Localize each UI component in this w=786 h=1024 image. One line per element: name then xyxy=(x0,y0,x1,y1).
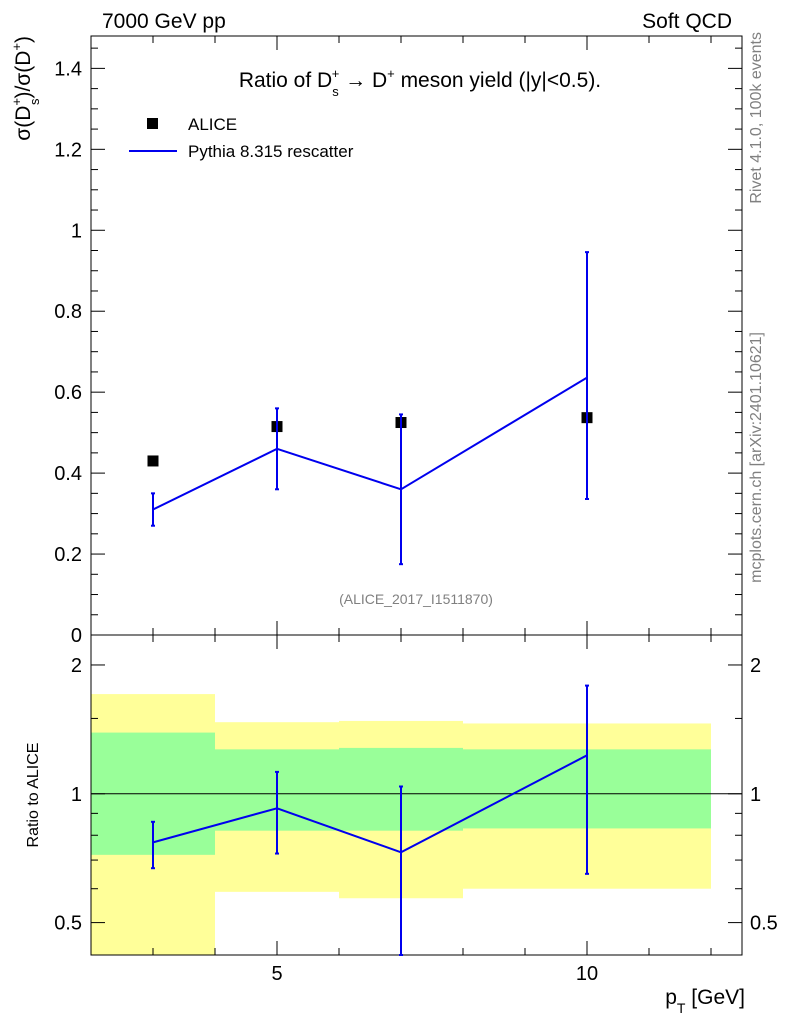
legend-label-alice: ALICE xyxy=(188,115,237,134)
y-tick-label: 1.2 xyxy=(54,139,82,161)
y-tick-label: 1 xyxy=(71,220,82,242)
y-axis-label: σ(D+ s)/σ(D+) xyxy=(9,36,42,141)
header-right: Soft QCD xyxy=(642,10,732,33)
y-tick-label: 0.2 xyxy=(54,544,82,566)
xlabel-a: p xyxy=(665,986,677,1009)
ratio-pythia-line xyxy=(152,754,588,854)
xlabel-b: [GeV] xyxy=(685,986,745,1009)
ylabel-sub: s xyxy=(27,98,42,105)
y-tick-label: 0 xyxy=(71,625,82,647)
ylabel-sup2: + xyxy=(9,43,24,51)
ratio-y-axis-label: Ratio to ALICE xyxy=(25,743,42,848)
y-tick-label: 1.4 xyxy=(54,58,82,80)
title-sub: s xyxy=(332,84,339,99)
ratio-y-tick-label: 0.5 xyxy=(54,913,82,935)
pythia-line xyxy=(152,376,588,511)
chart-title: Ratio of Ds + → D+ meson yield (|y|<0.5). xyxy=(239,66,601,99)
ylabel-sup: + xyxy=(9,98,24,106)
ratio-y-tick-label-right: 1 xyxy=(750,784,761,806)
title-sup: + xyxy=(332,66,340,81)
y-tick-label: 0.8 xyxy=(54,301,82,323)
ratio-y-tick-label-right: 0.5 xyxy=(750,913,778,935)
alice-data-point xyxy=(147,455,159,467)
header-left: 7000 GeV pp xyxy=(102,10,226,33)
xlabel-sub: T xyxy=(677,1000,686,1016)
title-post: meson yield (|y|<0.5). xyxy=(395,69,601,92)
ratio-y-tick-label: 1 xyxy=(71,784,82,806)
title-sup2: + xyxy=(387,66,395,81)
x-axis-label: pT [GeV] xyxy=(665,986,745,1016)
legend-label-pythia: Pythia 8.315 rescatter xyxy=(188,142,354,161)
rivet-label: Rivet 4.1.0, 100k events xyxy=(748,32,765,204)
analysis-watermark: (ALICE_2017_I1511870) xyxy=(339,591,493,607)
ratio-y-tick-label-right: 2 xyxy=(750,655,761,677)
title-mid: → D xyxy=(339,69,387,92)
x-tick-label: 5 xyxy=(271,963,282,985)
ratio-plot-frame xyxy=(90,634,743,956)
mcplots-label: mcplots.cern.ch [arXiv:2401.10621] xyxy=(748,332,765,583)
y-tick-label: 0.6 xyxy=(54,382,82,404)
main-plot-area: 0 0.2 0.4 0.6 0.8 1 1.2 1.4 xyxy=(54,36,742,647)
legend-marker-alice xyxy=(147,118,158,129)
ratio-plot-area: 5 10 0.5 0.5 1 1 2 2 xyxy=(54,635,778,985)
ylabel-a: σ(D xyxy=(12,106,35,141)
title-pre: Ratio of D xyxy=(239,69,332,92)
ylabel-c: ) xyxy=(12,36,35,43)
x-tick-label: 10 xyxy=(576,963,598,985)
ratio-y-tick-label: 2 xyxy=(71,655,82,677)
ylabel-b: )/σ(D xyxy=(12,51,35,99)
y-tick-label: 0.4 xyxy=(54,463,82,485)
